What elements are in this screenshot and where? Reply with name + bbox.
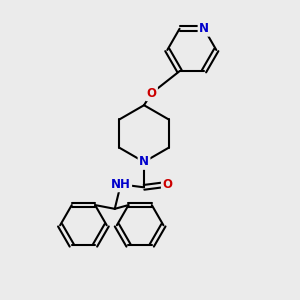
Text: N: N: [139, 155, 149, 168]
Text: N: N: [199, 22, 209, 35]
Text: O: O: [162, 178, 172, 191]
Text: O: O: [146, 87, 157, 100]
Text: NH: NH: [111, 178, 131, 191]
